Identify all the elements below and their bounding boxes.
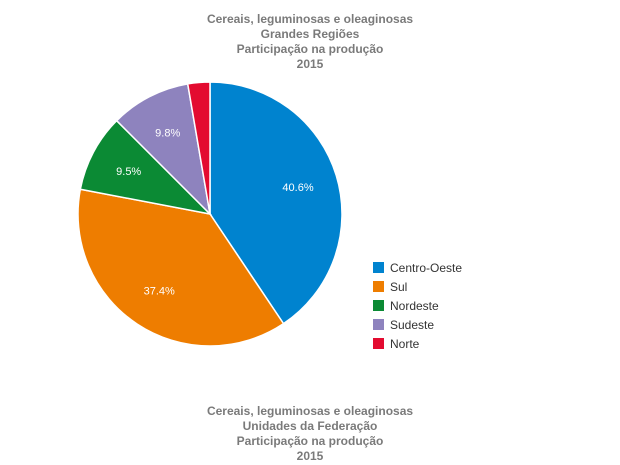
top-title-line-1: Cereais, leguminosas e oleaginosas [206,12,414,26]
legend-swatch [373,300,384,311]
pie-slice-sul [77,188,285,347]
legend-item-sul[interactable]: Sul [373,277,462,296]
slice-label-nordeste: 9.5% [116,166,141,178]
legend-label: Nordeste [390,298,439,313]
top-title-line-3: Participação na produção [236,42,384,56]
legend-label: Sul [390,279,408,294]
slice-label-sudeste: 9.8% [155,127,180,139]
bottom-title-line-2: Unidades da Federação [242,419,378,433]
bottom-title-line-4: 2015 [296,449,324,463]
slice-label-sul: 37.4% [144,286,175,298]
legend-swatch [373,338,384,349]
pie-slice-sudeste [115,83,212,217]
legend-item-nordeste[interactable]: Nordeste [373,296,462,315]
legend-label: Norte [390,336,420,351]
legend-item-centro-oeste[interactable]: Centro-Oeste [373,258,462,277]
chart-legend: Centro-Oeste Sul Nordeste Sudeste Norte [373,258,462,353]
top-chart-title: Cereais, leguminosas e oleaginosas Grand… [0,12,620,72]
pie-slice-norte [186,81,211,215]
legend-swatch [373,319,384,330]
legend-swatch [373,281,384,292]
bottom-chart-title: Cereais, leguminosas e oleaginosas Unida… [0,404,620,464]
bottom-title-line-1: Cereais, leguminosas e oleaginosas [206,404,414,418]
legend-label: Centro-Oeste [390,260,463,275]
pie-slice-nordeste [79,119,213,216]
top-title-line-2: Grandes Regiões [260,27,360,41]
pie-slice-centro-oeste [209,81,343,325]
legend-item-norte[interactable]: Norte [373,334,462,353]
bottom-title-line-3: Participação na produção [236,434,384,448]
legend-label: Sudeste [390,317,435,332]
top-title-line-4: 2015 [296,57,324,71]
legend-item-sudeste[interactable]: Sudeste [373,315,462,334]
slice-label-centro-oeste: 40.6% [282,182,313,194]
legend-swatch [373,262,384,273]
